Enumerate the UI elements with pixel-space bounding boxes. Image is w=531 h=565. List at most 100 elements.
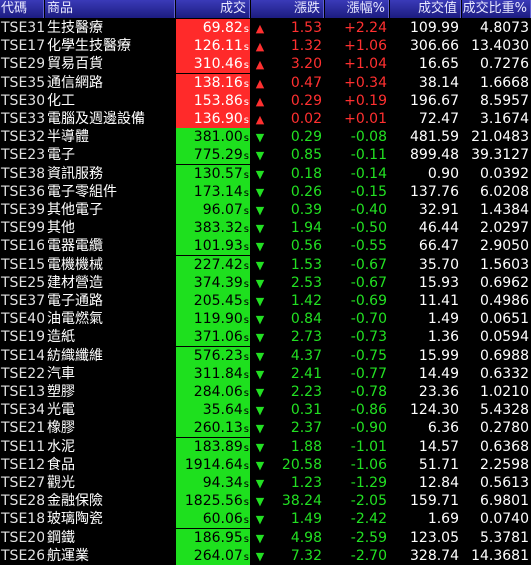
header-price[interactable]: 成交 bbox=[176, 0, 250, 18]
row-price: 383.32s bbox=[176, 219, 250, 238]
header-share[interactable]: 成交比重% bbox=[462, 0, 531, 18]
table-row[interactable]: TSE37 電子通路 205.45s ▼ 1.42 -0.69 11.41 0.4986 bbox=[0, 292, 531, 310]
row-change: ▼ 0.29 bbox=[251, 128, 324, 147]
table-row[interactable]: TSE26 航運業 264.07s ▼ 7.32 -2.70 328.74 14.3681 bbox=[0, 546, 531, 565]
header-change[interactable]: 漲跌 bbox=[251, 0, 324, 18]
up-triangle-icon: ▲ bbox=[255, 76, 265, 90]
row-percent: -0.90 bbox=[350, 420, 387, 437]
row-price-suffix: s bbox=[243, 78, 249, 90]
row-price-value: 153.86 bbox=[193, 92, 243, 109]
table-row[interactable]: TSE39 其他電子 96.07s ▼ 0.39 -0.40 32.91 1.4384 bbox=[0, 201, 531, 219]
row-code: TSE36 bbox=[0, 182, 44, 201]
row-code: TSE28 bbox=[0, 492, 44, 511]
row-name: 造紙 bbox=[45, 328, 175, 347]
table-row[interactable]: TSE14 紡織纖維 576.23s ▼ 4.37 -0.75 15.99 0.6988 bbox=[0, 346, 531, 365]
row-volume: 899.48 bbox=[390, 146, 461, 165]
table-row[interactable]: TSE34 光電 35.64s ▼ 0.31 -0.86 124.30 5.4328 bbox=[0, 401, 531, 420]
table-row[interactable]: TSE28 金融保險 1825.56s ▼ 38.24 -2.05 159.71 6.9801 bbox=[0, 492, 531, 511]
table-row[interactable]: TSE19 造紙 371.06s ▼ 2.73 -0.73 1.36 0.0594 bbox=[0, 328, 531, 347]
table-row[interactable]: TSE17 化學生技醫療 126.11s ▲ 1.32 +1.06 306.66 13.403… bbox=[0, 37, 531, 56]
table-row[interactable]: TSE11 水泥 183.89s ▼ 1.88 -1.01 14.57 0.6368 bbox=[0, 437, 531, 456]
row-share: 8.5957 bbox=[462, 91, 531, 110]
table-row[interactable]: TSE35 通信網路 138.16s ▲ 0.47 +0.34 38.14 1.6668 bbox=[0, 73, 531, 92]
row-change: ▲ 1.53 bbox=[251, 19, 324, 37]
table-row[interactable]: TSE36 電子零組件 173.14s ▼ 0.26 -0.15 137.76 6.0208 bbox=[0, 182, 531, 201]
table-row[interactable]: TSE32 半導體 381.00s ▼ 0.29 -0.08 481.59 21.0483 bbox=[0, 128, 531, 147]
table-row[interactable]: TSE30 化工 153.86s ▲ 0.29 +0.19 196.67 8.5957 bbox=[0, 91, 531, 110]
row-name: 電腦及週邊設備 bbox=[45, 110, 175, 128]
row-percent: +0.19 bbox=[344, 92, 387, 109]
row-name: 橡膠 bbox=[45, 419, 175, 438]
row-name: 汽車 bbox=[45, 364, 175, 383]
row-price: 371.06s bbox=[176, 328, 250, 347]
row-code: TSE38 bbox=[0, 164, 44, 183]
row-price: 374.39s bbox=[176, 273, 250, 292]
row-name: 觀光 bbox=[45, 474, 175, 492]
row-price-value: 60.06 bbox=[202, 511, 243, 528]
down-triangle-icon: ▼ bbox=[255, 495, 265, 509]
row-change-value: 0.47 bbox=[290, 74, 322, 91]
row-price: 1825.56s bbox=[176, 492, 250, 511]
row-price-suffix: s bbox=[243, 169, 249, 181]
row-volume: 14.57 bbox=[390, 437, 461, 456]
table-row[interactable]: TSE22 汽車 311.84s ▼ 2.41 -0.77 14.49 0.6332 bbox=[0, 364, 531, 383]
table-row[interactable]: TSE31 生技醫療 69.82s ▲ 1.53 +2.24 109.99 4.8073 bbox=[0, 19, 531, 37]
row-volume: 23.36 bbox=[390, 383, 461, 401]
row-change: ▲ 0.47 bbox=[251, 73, 324, 92]
row-price-suffix: s bbox=[243, 24, 249, 35]
row-change-value: 1.42 bbox=[290, 293, 322, 309]
header-name[interactable]: 商品 bbox=[45, 0, 175, 18]
table-row[interactable]: TSE16 電器電纜 101.93s ▼ 0.56 -0.55 66.47 2.9050 bbox=[0, 237, 531, 256]
row-code: TSE39 bbox=[0, 201, 44, 219]
row-percent: +0.34 bbox=[344, 74, 387, 91]
table-row[interactable]: TSE12 食品 1914.64s ▼ 20.58 -1.06 51.71 2.2598 bbox=[0, 455, 531, 474]
row-change-value: 0.18 bbox=[290, 165, 322, 182]
row-change: ▲ 0.02 bbox=[251, 110, 324, 128]
row-price-value: 94.34 bbox=[202, 475, 243, 491]
table-row[interactable]: TSE15 電機機械 227.42s ▼ 1.53 -0.67 35.70 1.5603 bbox=[0, 255, 531, 274]
row-name: 化工 bbox=[45, 91, 175, 110]
row-change: ▼ 0.39 bbox=[251, 201, 324, 219]
header-percent[interactable]: 漲幅% bbox=[325, 0, 389, 18]
table-row[interactable]: TSE99 其他 383.32s ▼ 1.94 -0.50 46.44 2.0297 bbox=[0, 219, 531, 238]
row-price-value: 311.84 bbox=[193, 365, 243, 382]
row-percent: -0.11 bbox=[350, 147, 387, 164]
row-price-suffix: s bbox=[243, 515, 249, 527]
row-change: ▼ 0.18 bbox=[251, 164, 324, 183]
row-price-value: 264.07 bbox=[193, 547, 243, 564]
table-row[interactable]: TSE27 觀光 94.34s ▼ 1.23 -1.29 12.84 0.5613 bbox=[0, 474, 531, 492]
row-price-suffix: s bbox=[243, 133, 249, 145]
row-change-value: 0.85 bbox=[290, 147, 322, 164]
row-share: 0.2780 bbox=[462, 419, 531, 438]
header-volume[interactable]: 成交值 bbox=[390, 0, 461, 18]
header-code[interactable]: 代碼 bbox=[0, 0, 44, 18]
row-price-value: 101.93 bbox=[193, 238, 243, 255]
row-change: ▼ 1.88 bbox=[251, 437, 324, 456]
row-price-value: 205.45 bbox=[193, 293, 243, 309]
up-triangle-icon: ▲ bbox=[255, 40, 265, 54]
table-row[interactable]: TSE29 貿易百貨 310.46s ▲ 3.20 +1.04 16.65 0.7276 bbox=[0, 55, 531, 74]
row-price-value: 1825.56 bbox=[184, 493, 243, 510]
table-row[interactable]: TSE13 塑膠 284.06s ▼ 2.23 -0.78 23.36 1.0210 bbox=[0, 383, 531, 401]
table-row[interactable]: TSE40 油電燃氣 119.90s ▼ 0.84 -0.70 1.49 0.0651 bbox=[0, 310, 531, 329]
table-row[interactable]: TSE33 電腦及週邊設備 136.90s ▲ 0.02 +0.01 72.47 3.1674 bbox=[0, 110, 531, 128]
table-row[interactable]: TSE25 建材營造 374.39s ▼ 2.53 -0.67 15.93 0.6962 bbox=[0, 273, 531, 292]
row-price: 96.07s bbox=[176, 201, 250, 219]
row-share: 0.0651 bbox=[462, 310, 531, 329]
row-volume: 46.44 bbox=[390, 219, 461, 238]
row-name: 其他 bbox=[45, 219, 175, 238]
table-row[interactable]: TSE23 電子 775.29s ▼ 0.85 -0.11 899.48 39.3127 bbox=[0, 146, 531, 165]
row-change-value: 2.73 bbox=[290, 329, 322, 346]
table-row[interactable]: TSE20 鋼鐵 186.95s ▼ 4.98 -2.59 123.05 5.3781 bbox=[0, 528, 531, 547]
row-share: 0.7276 bbox=[462, 55, 531, 74]
table-row[interactable]: TSE38 資訊服務 130.57s ▼ 0.18 -0.14 0.90 0.0392 bbox=[0, 164, 531, 183]
table-row[interactable]: TSE18 玻璃陶瓷 60.06s ▼ 1.49 -2.42 1.69 0.0740 bbox=[0, 510, 531, 529]
row-price-value: 371.06 bbox=[193, 329, 243, 346]
row-price-suffix: s bbox=[243, 333, 249, 345]
row-price: 153.86s bbox=[176, 91, 250, 110]
table-row[interactable]: TSE21 橡膠 260.13s ▼ 2.37 -0.90 6.36 0.2780 bbox=[0, 419, 531, 438]
down-triangle-icon: ▼ bbox=[255, 331, 265, 345]
row-share: 2.2598 bbox=[462, 455, 531, 474]
row-price-suffix: s bbox=[243, 351, 249, 363]
